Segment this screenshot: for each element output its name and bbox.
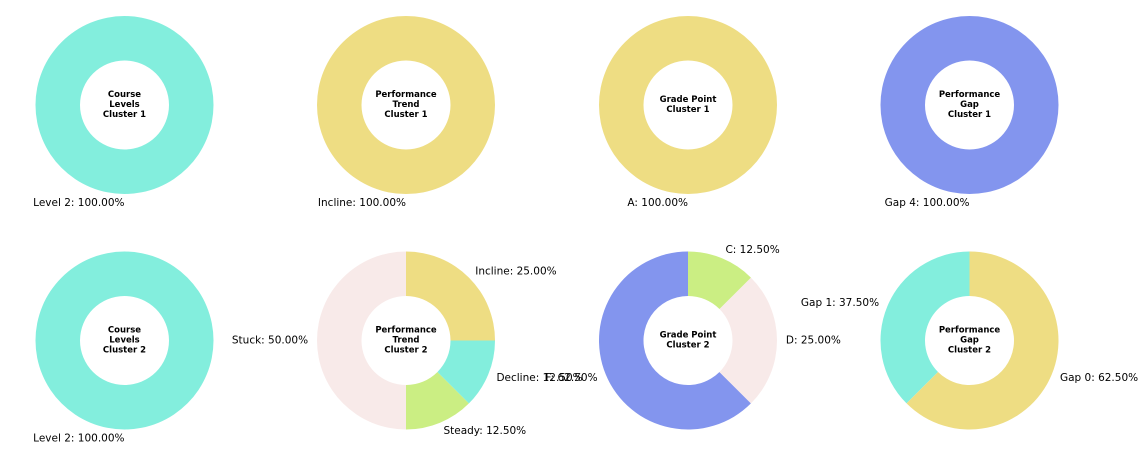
donut-slice-stuck (317, 251, 406, 430)
donut-center-title-line: Performance (375, 90, 437, 100)
donut-center-title: Course Levels Cluster 2 (103, 326, 146, 356)
slice-label-level-2: Level 2: 100.00% (33, 432, 124, 444)
slice-label-gap-1: Gap 1: 37.50% (801, 297, 879, 309)
donut-slice-c (688, 251, 751, 310)
slice-label-gap-4: Gap 4: 100.00% (885, 197, 970, 209)
slice-label-f: F: 62.50% (545, 372, 597, 384)
slice-label-level-2: Level 2: 100.00% (33, 197, 124, 209)
donut-center-title-line: Performance (375, 326, 437, 336)
donut-slice-gap-1 (880, 251, 970, 404)
donut-chart-4: Gap 4: 100.00% Performance Gap Cluster 1 (880, 15, 1059, 209)
donut-chart-1: Level 2: 100.00% Course Levels Cluster 1 (33, 15, 214, 209)
donut-slice-incline (317, 15, 496, 195)
donut-center-title-line: Cluster 1 (384, 110, 427, 120)
donut-center-title-line: Course (108, 90, 141, 100)
slice-label-a: A: 100.00% (627, 197, 688, 209)
donut-center-title-line: Trend (393, 100, 420, 110)
donut-center-title: Performance Gap Cluster 1 (939, 90, 1001, 120)
donut-chart-8: Gap 1: 37.50% Gap 0: 62.50% Performance Gap… (801, 251, 1138, 430)
donut-center-title: Performance Gap Cluster 2 (939, 326, 1001, 356)
donut-center-title: Grade Point Cluster 1 (660, 95, 717, 115)
donut-center-title-line: Cluster 1 (103, 110, 146, 120)
donut-center-title-line: Trend (393, 336, 420, 346)
slice-label-d: D: 25.00% (786, 335, 841, 347)
donut-center-title-line: Levels (109, 100, 139, 110)
donut-slice-decline (437, 340, 495, 404)
donut-center-title-line: Course (108, 326, 141, 336)
donut-slice-level-2 (35, 15, 214, 194)
slice-label-incline: Incline: 100.00% (318, 197, 406, 209)
slice-label-incline: Incline: 25.00% (475, 265, 556, 277)
donut-chart-3: A: 100.00% Grade Point Cluster 1 (599, 16, 777, 209)
donut-center-title-line: Levels (109, 336, 139, 346)
donut-center-title-line: Cluster 1 (666, 105, 709, 115)
donut-center-title-line: Cluster 2 (666, 341, 709, 351)
donut-center-title-line: Cluster 1 (948, 110, 991, 120)
slice-label-steady: Steady: 12.50% (443, 425, 526, 437)
donut-center-title: Performance Trend Cluster 1 (375, 90, 437, 120)
donut-slice-a (599, 16, 777, 194)
donut-slice-steady (406, 371, 469, 430)
donut-slice-level-2 (35, 251, 214, 430)
donut-center-title: Course Levels Cluster 1 (103, 90, 146, 120)
donut-center-title-line: Performance (939, 326, 1001, 336)
donut-chart-7: F: 62.50% D: 25.00% C: 12.50% Grade Point Cl… (545, 244, 841, 430)
donut-center-title: Performance Trend Cluster 2 (375, 326, 437, 356)
donut-chart-2: Incline: 100.00% Performance Trend Cluster … (317, 15, 496, 209)
slice-label-decline: Decline: 12.50% (496, 372, 582, 384)
slice-label-c: C: 12.50% (725, 244, 779, 256)
slice-label-stuck: Stuck: 50.00% (232, 335, 308, 347)
donut-center-title-line: Grade Point (660, 331, 717, 341)
donut-center-title-line: Grade Point (660, 95, 717, 105)
donut-center-title-line: Performance (939, 90, 1001, 100)
donut-center-title-line: Cluster 2 (948, 346, 991, 356)
donut-slice-gap-4 (880, 15, 1059, 194)
donut-center-title-line: Cluster 2 (384, 346, 427, 356)
donut-chart-5: Level 2: 100.00% Course Levels Cluster 2 (33, 251, 214, 444)
donut-center-title-line: Gap (960, 336, 979, 346)
donut-center-title-line: Cluster 2 (103, 346, 146, 356)
donut-center-title-line: Gap (960, 100, 979, 110)
donut-center-title: Grade Point Cluster 2 (660, 331, 717, 351)
donut-chart-6: Stuck: 50.00% Steady: 12.50% Decline: 12.5… (232, 251, 583, 437)
slice-label-gap-0: Gap 0: 62.50% (1060, 372, 1138, 384)
donut-slice-f (599, 251, 751, 430)
donut-slice-d (719, 277, 777, 404)
donut-slice-incline (406, 251, 495, 341)
donut-slice-gap-0 (906, 251, 1059, 430)
